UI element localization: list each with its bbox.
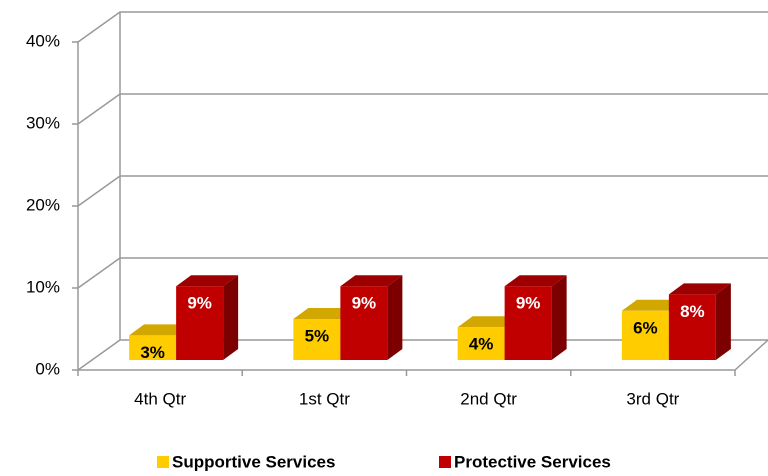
grid-line (77, 11, 768, 43)
value-label: 9% (516, 294, 541, 313)
y-tick-label: 0% (35, 359, 60, 378)
value-label: 9% (352, 294, 377, 313)
bar-front (293, 319, 341, 360)
bar-top (504, 275, 567, 287)
bar-front (129, 335, 177, 360)
value-label: 4% (469, 335, 494, 354)
legend-label: Protective Services (454, 452, 611, 471)
bar-front (504, 286, 552, 360)
legend-swatch (157, 456, 169, 468)
x-tick-label: 2nd Qtr (460, 389, 517, 408)
bar-top (176, 275, 239, 287)
value-label: 5% (305, 326, 330, 345)
bar (504, 275, 567, 360)
bar (176, 275, 239, 360)
bar-side (715, 283, 731, 360)
bar (668, 283, 731, 360)
value-label: 3% (140, 343, 165, 362)
legend-swatch (439, 456, 451, 468)
bar-side (551, 275, 567, 360)
bar-front (176, 286, 224, 360)
value-label: 9% (187, 294, 212, 313)
grid-line (77, 175, 768, 207)
bar-top (293, 308, 356, 319)
grid-line (77, 257, 768, 289)
y-tick-label: 10% (26, 277, 60, 296)
bar-top (340, 275, 403, 287)
bar-top (668, 283, 731, 295)
x-tick-label: 4th Qtr (134, 389, 186, 408)
bar (340, 275, 403, 360)
bar-top (129, 324, 192, 336)
bar-front (457, 327, 505, 360)
bar-front (621, 310, 669, 360)
bar-side (223, 275, 239, 360)
value-label: 6% (633, 318, 658, 337)
x-tick-label: 1st Qtr (299, 389, 350, 408)
bar-top (621, 299, 684, 311)
y-tick-label: 30% (26, 113, 60, 132)
grid-line (77, 93, 768, 125)
x-tick-label: 3rd Qtr (626, 389, 679, 408)
y-tick-label: 40% (26, 31, 60, 50)
bar-side (387, 275, 403, 360)
bar-front (668, 294, 716, 360)
y-tick-label: 20% (26, 195, 60, 214)
legend-label: Supportive Services (172, 452, 335, 471)
bar-front (340, 286, 388, 360)
value-label: 8% (680, 302, 705, 321)
bar-top (457, 316, 520, 328)
